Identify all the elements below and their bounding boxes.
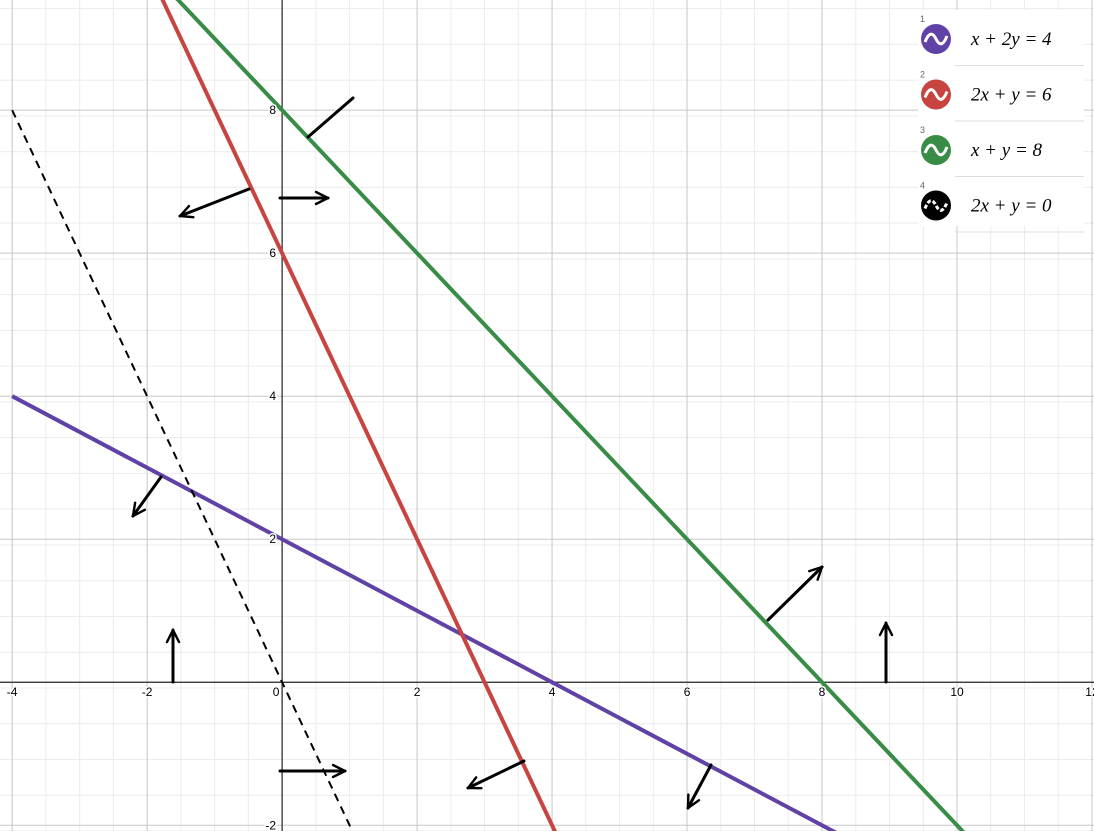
annotation-stroke xyxy=(306,96,355,139)
wave-icon xyxy=(923,88,949,101)
wave-icon xyxy=(923,199,949,212)
line xyxy=(11,109,354,831)
y-tick-label: -2 xyxy=(265,818,276,831)
x-tick-label: 10 xyxy=(950,685,964,699)
y-tick-label: 4 xyxy=(269,389,276,403)
x-tick-label: -2 xyxy=(142,685,153,699)
expression-number: 3 xyxy=(920,125,925,135)
y-tick-label: 6 xyxy=(269,246,276,260)
x-tick-label: 4 xyxy=(549,685,556,699)
expression-number: 1 xyxy=(920,14,925,24)
tick-labels: -4 -2 0 2 4 6 8 10 12 -2 2 4 6 8 xyxy=(5,102,1094,831)
wave-icon xyxy=(923,32,949,46)
annotation-arrow xyxy=(686,763,713,808)
expression[interactable]: 2x + y = 6 xyxy=(971,85,1052,106)
x-tick-label: 12 xyxy=(1085,685,1094,699)
annotations xyxy=(133,96,886,808)
x-tick-label: 6 xyxy=(684,685,691,699)
expression-number: 4 xyxy=(920,181,925,191)
expression-list: 1 x + 2y = 4 2 2x + y = 6 3 x + y = 8 4 2x + y … xyxy=(918,10,1084,233)
expression-number: 2 xyxy=(920,70,925,80)
line xyxy=(175,0,966,831)
x-tick-label: 0 xyxy=(273,685,280,699)
annotation-arrow xyxy=(133,475,163,516)
x-tick-label: 2 xyxy=(414,685,421,699)
expression[interactable]: x + y = 8 xyxy=(970,140,1043,161)
annotation-arrow xyxy=(180,187,251,216)
line xyxy=(160,0,557,831)
y-tick-label: 2 xyxy=(269,532,276,546)
wave-icon xyxy=(923,143,949,157)
expression[interactable]: 2x + y = 0 xyxy=(971,196,1052,217)
y-tick-label: 8 xyxy=(269,103,276,117)
lines xyxy=(11,0,966,831)
annotation-arrow xyxy=(468,759,526,790)
color-icon[interactable] xyxy=(921,190,951,221)
x-tick-label: 8 xyxy=(819,685,826,699)
x-tick-label: -4 xyxy=(7,685,18,699)
expression[interactable]: x + 2y = 4 xyxy=(970,29,1052,50)
annotation-arrow xyxy=(766,567,822,622)
